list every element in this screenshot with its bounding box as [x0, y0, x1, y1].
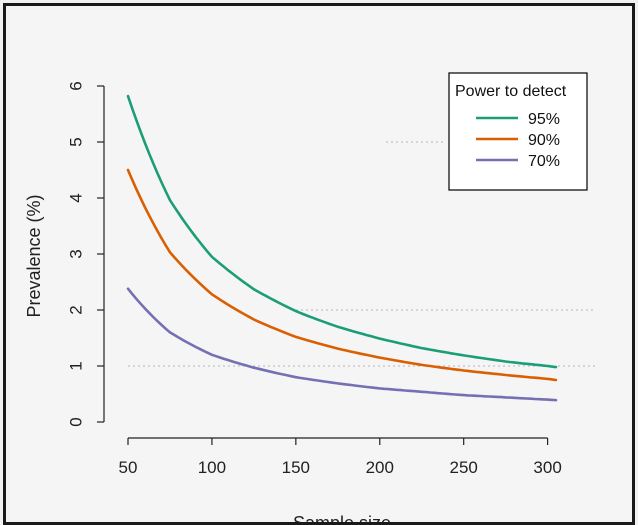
x-tick-label: 50	[119, 458, 138, 477]
x-axis-title: Sample size	[293, 513, 391, 522]
legend-box	[448, 72, 588, 191]
legend-label: 90%	[528, 132, 560, 149]
axes: 50 100 150 200 250 300 0 1 2 3 4 5 6	[67, 81, 562, 477]
grid-lines	[128, 141, 596, 367]
y-tick-label: 4	[67, 193, 86, 202]
y-axis-title: Prevalence (%)	[24, 194, 44, 317]
legend-items: 95% 90% 70%	[476, 111, 560, 170]
y-tick-label: 1	[67, 361, 86, 370]
x-tick-label: 200	[366, 458, 394, 477]
y-tick-label: 6	[67, 81, 86, 90]
x-tick-label: 250	[449, 458, 477, 477]
legend-label: 70%	[528, 153, 560, 170]
legend: Power to detect 95% 90% 70%	[448, 72, 588, 191]
chart-frame: 50 100 150 200 250 300 0 1 2 3 4 5 6 Sample size Pre…	[3, 3, 635, 525]
legend-label: 95%	[528, 111, 560, 128]
y-tick-label: 0	[67, 417, 86, 426]
x-tick-label: 150	[282, 458, 310, 477]
y-tick-label: 2	[67, 305, 86, 314]
prevalence-chart: 50 100 150 200 250 300 0 1 2 3 4 5 6 Sample size Pre…	[24, 72, 596, 522]
x-tick-label: 100	[198, 458, 226, 477]
legend-title: Power to detect	[455, 83, 567, 100]
y-tick-label: 5	[67, 137, 86, 146]
series-line-70pct	[126, 287, 558, 402]
series-line-90pct	[126, 168, 558, 382]
series-lines	[126, 94, 558, 402]
x-tick-label: 300	[533, 458, 561, 477]
y-tick-label: 3	[67, 249, 86, 258]
series-line-95pct	[126, 94, 558, 369]
